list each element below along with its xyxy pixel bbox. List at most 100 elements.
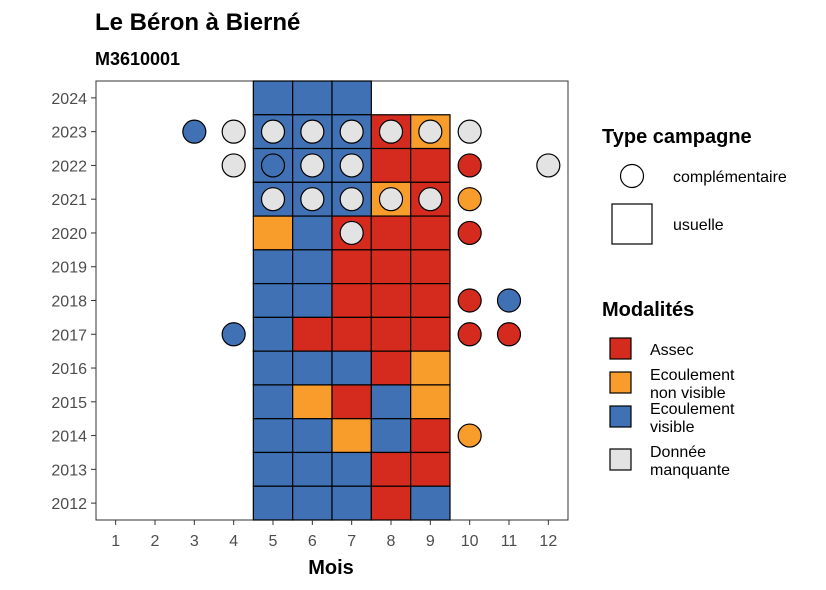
- tile-2018-8: [370, 283, 412, 318]
- chart-title: Le Béron à Bierné: [95, 9, 300, 36]
- tile-2015-7: [331, 384, 372, 420]
- legend-label-ecoulement-non-visible: Ecoulement non visible: [650, 367, 735, 402]
- legend-label-line: Assec: [650, 342, 694, 359]
- tile-2015-9: [410, 384, 451, 420]
- chart-subtitle: M3610001: [95, 49, 180, 69]
- point-2020-10: [457, 220, 482, 246]
- tile-2013-9: [410, 451, 451, 487]
- tile-2018-9: [410, 283, 451, 318]
- point-2023-10: [457, 119, 482, 144]
- x-tick-label-7: 7: [347, 533, 356, 550]
- legend-label-line: visible: [650, 419, 695, 436]
- x-axis: 1 2 3 4 5 6 7 8 9 10 11 12: [111, 520, 557, 550]
- tile-2017-7: [331, 316, 372, 352]
- legend-swatch-ecoulement-visible: [609, 405, 632, 428]
- x-tick-label-3: 3: [190, 533, 199, 550]
- point-2022-10: [457, 153, 482, 178]
- y-tick-label-2022: 2022: [51, 158, 87, 175]
- point-2022-12: [536, 153, 561, 178]
- legend-label-line: Ecoulement: [650, 367, 735, 384]
- point-2022-5: [260, 153, 286, 178]
- legend: Type campagne complémentaire usuelle Moda…: [602, 126, 787, 479]
- tile-2018-6: [292, 283, 333, 318]
- x-axis-label: Mois: [308, 557, 354, 579]
- y-tick-label-2016: 2016: [51, 361, 87, 378]
- tile-2024-5: [252, 80, 294, 116]
- point-2022-4: [221, 153, 246, 178]
- x-tick-label-1: 1: [111, 533, 120, 550]
- point-2017-11: [496, 322, 522, 347]
- tile-2012-6: [292, 485, 333, 521]
- point-2023-6: [300, 119, 325, 144]
- legend-label-line: Donnée: [650, 444, 706, 461]
- legend-label-line: Ecoulement: [650, 401, 735, 418]
- point-2017-4: [221, 322, 246, 347]
- tile-2013-6: [292, 451, 333, 487]
- tile-2020-6: [292, 215, 333, 251]
- tile-2016-7: [331, 350, 372, 386]
- x-tick-label-11: 11: [501, 533, 518, 550]
- x-tick-label-5: 5: [269, 533, 278, 550]
- tile-2014-5: [252, 418, 294, 454]
- tile-2015-8: [370, 384, 412, 420]
- tile-2016-6: [292, 350, 333, 386]
- tile-2012-7: [331, 485, 372, 521]
- x-tick-label-10: 10: [461, 533, 479, 550]
- legend-shape-title: Type campagne: [602, 126, 752, 148]
- tile-2017-5: [252, 316, 294, 352]
- tile-2016-5: [252, 350, 294, 386]
- point-2023-4: [221, 119, 246, 144]
- point-2023-5: [260, 119, 286, 144]
- point-2023-9: [418, 119, 443, 144]
- point-2023-8: [378, 119, 404, 144]
- tile-2014-9: [410, 418, 451, 454]
- tile-2022-9: [410, 147, 451, 183]
- point-2022-7: [339, 153, 364, 178]
- legend-label-donn-e-manquante: Donnée manquante: [650, 444, 730, 479]
- tile-2018-7: [331, 283, 372, 318]
- legend-swatch-ecoulement-non-visible: [609, 371, 632, 394]
- y-axis: 2012 2013 2014 2015 2016 2017 2018 2019 2020 2021…: [51, 91, 96, 513]
- tile-2012-5: [252, 485, 294, 521]
- legend-swatch-donn-e-manquante: [609, 448, 632, 471]
- x-tick-label-8: 8: [387, 533, 396, 550]
- tile-2015-5: [252, 384, 294, 420]
- point-2021-10: [457, 187, 482, 212]
- x-tick-label-4: 4: [229, 533, 238, 550]
- point-2014-10: [457, 423, 482, 448]
- tile-2019-9: [410, 249, 451, 285]
- y-tick-label-2018: 2018: [51, 294, 87, 311]
- y-tick-label-2021: 2021: [51, 192, 87, 209]
- tile-2014-8: [370, 418, 412, 454]
- point-2021-6: [300, 187, 325, 212]
- tile-2019-8: [370, 249, 412, 285]
- y-tick-label-2013: 2013: [51, 462, 87, 479]
- point-2021-5: [260, 187, 286, 212]
- tile-2017-9: [410, 316, 451, 352]
- legend-shape-label-square: usuelle: [673, 217, 724, 234]
- y-tick-label-2014: 2014: [51, 429, 87, 446]
- point-2018-11: [496, 288, 522, 313]
- complementaire-points: [182, 119, 561, 448]
- tile-2020-9: [410, 215, 451, 251]
- legend-swatch-assec: [609, 337, 632, 360]
- tile-2019-7: [331, 249, 372, 285]
- tile-2012-9: [410, 485, 451, 521]
- legend-label-ecoulement-visible: Ecoulement visible: [650, 401, 735, 436]
- point-2021-9: [418, 187, 443, 212]
- y-tick-label-2015: 2015: [51, 395, 87, 412]
- point-2023-7: [339, 119, 364, 144]
- legend-label-line: non visible: [650, 385, 726, 402]
- legend-label-assec: Assec: [650, 342, 694, 359]
- x-tick-label-6: 6: [308, 533, 317, 550]
- y-tick-label-2024: 2024: [51, 91, 87, 108]
- y-tick-label-2019: 2019: [51, 260, 87, 277]
- tile-2019-6: [292, 249, 333, 285]
- point-2021-8: [378, 187, 404, 212]
- legend-square-key: [611, 203, 653, 245]
- tile-2018-5: [252, 283, 294, 318]
- point-2020-7: [339, 220, 364, 246]
- x-tick-label-12: 12: [539, 533, 557, 550]
- tile-2017-8: [370, 316, 412, 352]
